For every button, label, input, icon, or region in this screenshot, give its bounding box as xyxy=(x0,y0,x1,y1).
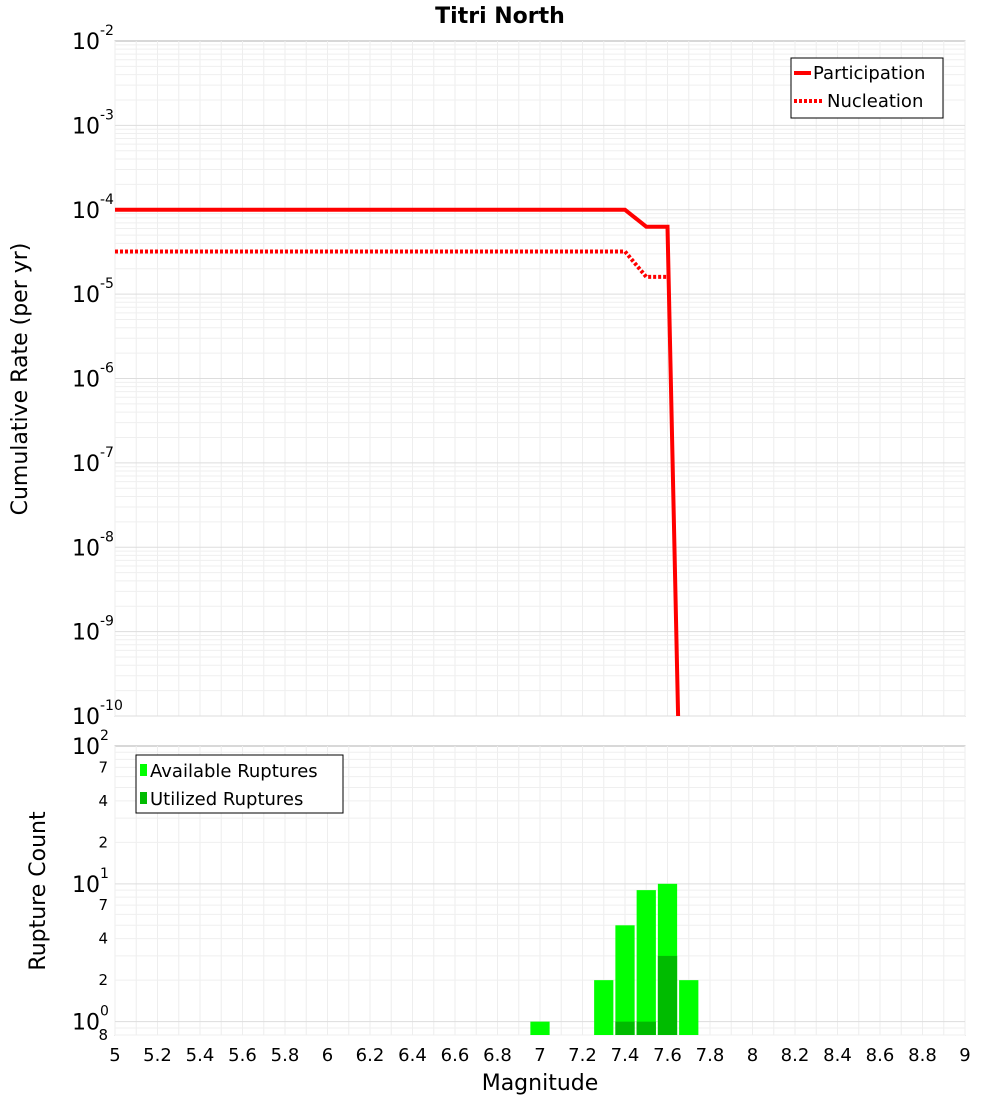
x-tick-label: 8.2 xyxy=(781,1045,810,1066)
rupture-y-minor-tick-label: 8 xyxy=(98,1026,108,1044)
x-tick-label: 6 xyxy=(322,1045,333,1066)
rate-plot-legend-box xyxy=(790,57,944,119)
rupture-y-minor-tick-label: 2 xyxy=(98,971,108,989)
legend-available-swatch xyxy=(140,764,147,776)
series-line-nucleation xyxy=(115,249,668,279)
rate-y-tick-label: 10-8 xyxy=(72,529,114,561)
rate-y-tick-label: 10-10 xyxy=(72,698,123,730)
rate-plot-y-ticks: 10-10 10-9 10-8 10-7 10-6 10-5 10-4 10-3 10-2 xyxy=(72,23,123,730)
x-tick-label: 8.4 xyxy=(823,1045,852,1066)
x-tick-label: 5 xyxy=(109,1045,120,1066)
x-tick-label: 6.4 xyxy=(398,1045,427,1066)
rupture-y-tick-label: 100 xyxy=(72,1004,109,1036)
x-tick-label: 6.8 xyxy=(483,1045,512,1066)
x-tick-label: 7.4 xyxy=(611,1045,640,1066)
rate-y-tick-label: 10-3 xyxy=(72,107,114,139)
series-line-participation xyxy=(115,207,681,717)
available-rupture-bar xyxy=(679,980,699,1035)
rupture-y-minor-tick-label: 4 xyxy=(98,930,108,948)
rupture-y-minor-tick-label: 7 xyxy=(98,896,108,914)
x-tick-label: 5.6 xyxy=(228,1045,257,1066)
rate-plot-y-axis-title: Cumulative Rate (per yr) xyxy=(8,243,33,516)
rate-y-tick-label: 10-2 xyxy=(72,23,114,55)
available-rupture-bar xyxy=(530,1021,550,1035)
rate-plot-series xyxy=(115,207,681,717)
x-tick-label: 7.2 xyxy=(568,1045,597,1066)
legend-utilized-label: Utilized Ruptures xyxy=(150,789,303,810)
x-tick-label: 8.6 xyxy=(866,1045,895,1066)
legend-available-label: Available Ruptures xyxy=(150,761,318,782)
rate-y-tick-label: 10-7 xyxy=(72,445,114,477)
rupture-y-tick-label: 101 xyxy=(72,866,109,898)
x-tick-label: 8.8 xyxy=(908,1045,937,1066)
rupture-plot-legend: Available Ruptures Utilized Ruptures xyxy=(135,754,344,814)
rate-plot-panel: 10-10 10-9 10-8 10-7 10-6 10-5 10-4 10-3 10-2 Cu… xyxy=(8,23,966,730)
rate-y-tick-label: 10-5 xyxy=(72,276,114,308)
rate-plot-legend: Participation Nucleation xyxy=(790,57,944,119)
legend-nucleation-label: Nucleation xyxy=(827,91,923,112)
rupture-y-minor-tick-label: 7 xyxy=(98,758,108,776)
rate-y-tick-label: 10-4 xyxy=(72,192,114,224)
rate-plot-gridlines xyxy=(114,41,966,717)
legend-utilized-swatch xyxy=(140,792,147,804)
available-rupture-bar xyxy=(594,980,614,1035)
utilized-rupture-bar xyxy=(615,1021,635,1035)
rupture-y-minor-tick-label: 2 xyxy=(98,833,108,851)
available-rupture-bar xyxy=(615,925,635,1035)
magnitude-x-ticks: 5 5.2 5.4 5.6 5.8 6 6.2 6.4 6.6 6.8 7 7.2 7.4 7.6 7.8 8… xyxy=(109,1045,970,1066)
x-tick-label: 6.6 xyxy=(441,1045,470,1066)
x-tick-label: 5.8 xyxy=(271,1045,300,1066)
chart-title: Titri North xyxy=(435,4,565,29)
rupture-plot-bars xyxy=(530,883,699,1035)
x-axis-title: Magnitude xyxy=(482,1071,599,1096)
x-tick-label: 6.2 xyxy=(356,1045,385,1066)
x-tick-label: 8 xyxy=(747,1045,758,1066)
x-tick-label: 7.8 xyxy=(696,1045,725,1066)
rupture-y-minor-tick-label: 4 xyxy=(98,792,108,810)
utilized-rupture-bar xyxy=(636,1021,656,1035)
rupture-plot-y-axis-title: Rupture Count xyxy=(26,811,51,971)
x-tick-label: 9 xyxy=(959,1045,970,1066)
rate-y-tick-label: 10-6 xyxy=(72,361,114,393)
x-tick-label: 7.6 xyxy=(653,1045,682,1066)
rupture-plot-legend-box xyxy=(135,754,344,814)
x-tick-label: 7 xyxy=(534,1045,545,1066)
x-tick-label: 5.2 xyxy=(143,1045,172,1066)
legend-participation-label: Participation xyxy=(813,63,925,84)
x-tick-label: 5.4 xyxy=(186,1045,215,1066)
rupture-y-tick-label: 102 xyxy=(72,728,109,760)
utilized-rupture-bar xyxy=(657,955,678,1035)
available-rupture-bar xyxy=(636,890,656,1035)
rate-y-tick-label: 10-9 xyxy=(72,614,114,646)
